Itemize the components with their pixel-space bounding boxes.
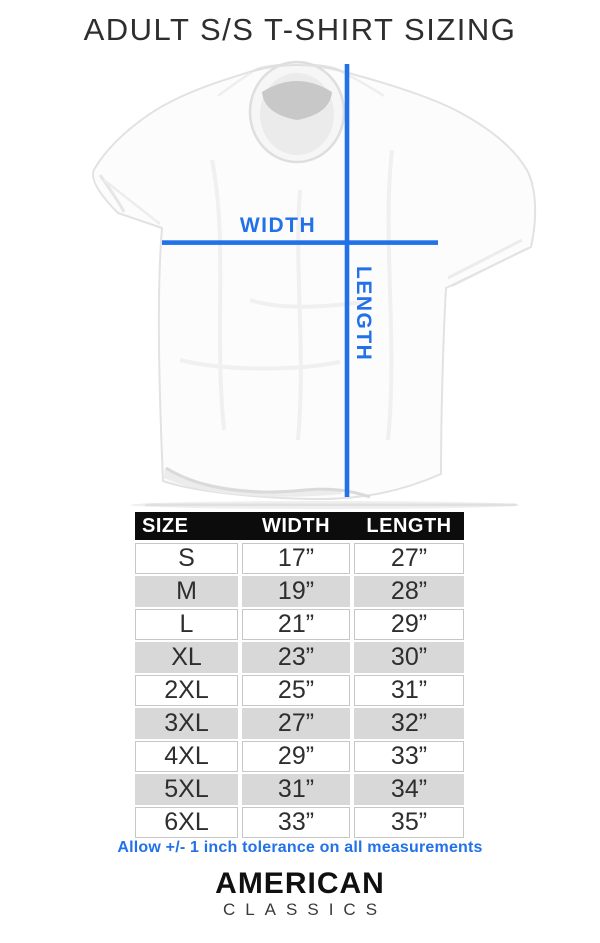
width-cell: 19”	[242, 576, 350, 607]
table-row: 5XL 31” 34”	[135, 774, 464, 805]
table-row: S 17” 27”	[135, 543, 464, 574]
left-shoulder-seam	[217, 70, 253, 97]
length-cell: 32”	[354, 708, 464, 739]
table-row: XL 23” 30”	[135, 642, 464, 673]
size-cell: 4XL	[135, 741, 238, 772]
column-header-size: SIZE	[142, 515, 189, 537]
collar-opening	[260, 73, 334, 155]
length-cell: 29”	[354, 609, 464, 640]
length-cell: 28”	[354, 576, 464, 607]
size-cell: 5XL	[135, 774, 238, 805]
width-cell: 17”	[242, 543, 350, 574]
table-row: L 21” 29”	[135, 609, 464, 640]
brand-logo: AMERICAN CLASSICS	[0, 867, 600, 920]
column-header-width: WIDTH	[261, 515, 331, 537]
column-header-length: LENGTH	[366, 515, 452, 537]
table-row: 3XL 27” 32”	[135, 708, 464, 739]
width-cell: 21”	[242, 609, 350, 640]
width-cell: 25”	[242, 675, 350, 706]
width-measure-line	[162, 240, 438, 245]
length-cell: 27”	[354, 543, 464, 574]
length-label: LENGTH	[352, 266, 375, 361]
tolerance-note: Allow +/- 1 inch tolerance on all measur…	[117, 839, 483, 856]
size-cell: 6XL	[135, 807, 238, 838]
size-cell: XL	[135, 642, 238, 673]
width-label: WIDTH	[240, 214, 316, 237]
size-cell: S	[135, 543, 238, 574]
collar-top-stitch	[249, 64, 345, 73]
length-cell: 33”	[354, 741, 464, 772]
length-cell: 34”	[354, 774, 464, 805]
left-cuff-seam	[98, 174, 126, 213]
table-row: M 19” 28”	[135, 576, 464, 607]
left-cuff-hem	[103, 179, 161, 225]
collar-band	[248, 60, 346, 164]
hem-curl-fill	[164, 468, 342, 497]
size-cell: L	[135, 609, 238, 640]
width-cell: 27”	[242, 708, 350, 739]
width-cell: 33”	[242, 807, 350, 838]
length-cell: 35”	[354, 807, 464, 838]
width-cell: 31”	[242, 774, 350, 805]
width-cell: 29”	[242, 741, 350, 772]
length-cell: 31”	[354, 675, 464, 706]
table-row: 2XL 25” 31”	[135, 675, 464, 706]
width-cell: 23”	[242, 642, 350, 673]
shirt-shadow	[130, 501, 520, 509]
right-cuff-seam	[451, 247, 529, 287]
right-shoulder-seam	[341, 70, 385, 98]
size-cell: M	[135, 576, 238, 607]
size-cell: 3XL	[135, 708, 238, 739]
size-cell: 2XL	[135, 675, 238, 706]
tshirt-body	[92, 63, 537, 501]
page-title: ADULT S/S T-SHIRT SIZING	[83, 12, 517, 47]
length-measure-line	[344, 64, 350, 497]
collar-inner-shadow	[262, 81, 332, 120]
brand-name-american: AMERICAN	[215, 867, 385, 900]
hem-curl-line	[165, 466, 371, 499]
table-row: 4XL 29” 33”	[135, 741, 464, 772]
wrinkles	[179, 149, 394, 441]
table-header: SIZE WIDTH LENGTH	[135, 512, 464, 540]
brand-name-classics: CLASSICS	[222, 900, 388, 919]
right-cuff-hem	[447, 238, 523, 280]
size-table: SIZE WIDTH LENGTH S 17” 27” M 19” 28” L …	[135, 512, 464, 838]
shirt-shadow-line	[145, 503, 517, 507]
table-row: 6XL 33” 35”	[135, 807, 464, 838]
tshirt-diagram: WIDTH LENGTH	[92, 60, 537, 509]
length-cell: 30”	[354, 642, 464, 673]
